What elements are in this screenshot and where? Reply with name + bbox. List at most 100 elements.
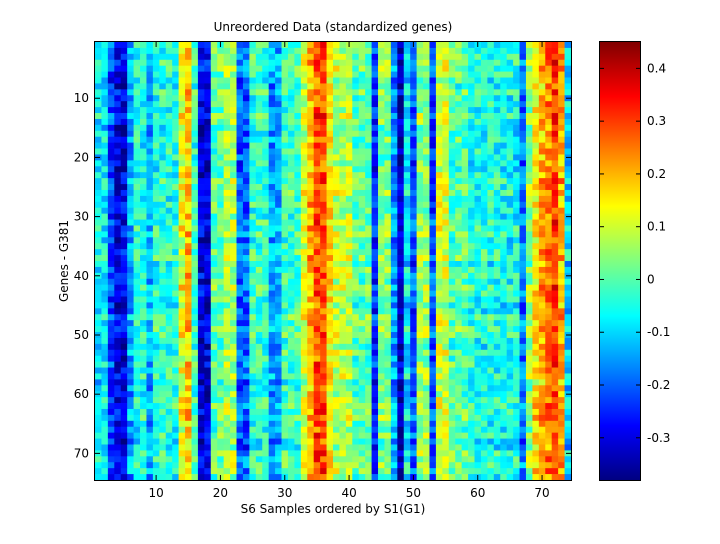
heat-cell	[275, 237, 282, 244]
heat-cell	[307, 184, 315, 191]
heat-cell	[384, 148, 392, 155]
heat-cell	[191, 420, 199, 428]
heat-cell	[249, 361, 257, 368]
heat-cell	[416, 391, 424, 398]
heat-cell	[236, 278, 244, 286]
heat-cell	[371, 320, 379, 327]
heat-cell	[468, 408, 475, 416]
heat-cell	[191, 219, 199, 226]
heat-cell	[294, 71, 302, 78]
heat-cell	[493, 397, 501, 404]
heat-cell	[551, 426, 559, 433]
heat-cell	[506, 124, 514, 132]
heat-cell	[397, 107, 405, 114]
heat-cell	[378, 343, 385, 351]
heat-cell	[532, 189, 540, 197]
heat-cell	[255, 432, 263, 439]
heat-cell	[95, 349, 102, 357]
heat-cell	[371, 361, 379, 368]
heat-cell	[307, 349, 315, 357]
heat-cell	[249, 326, 257, 333]
heat-cell	[255, 408, 263, 416]
heat-cell	[230, 320, 237, 327]
heat-cell	[146, 243, 154, 250]
heat-cell	[146, 272, 154, 280]
heat-cell	[558, 95, 565, 102]
heat-cell	[217, 142, 224, 149]
heat-cell	[275, 379, 282, 386]
heat-cell	[236, 189, 244, 197]
heat-cell	[371, 213, 379, 220]
heat-cell	[416, 278, 424, 286]
heat-cell	[384, 266, 392, 274]
heat-cell	[519, 349, 527, 357]
heat-cell	[326, 136, 334, 143]
heat-cell	[140, 53, 147, 61]
heat-cell	[410, 189, 417, 197]
heat-cell	[358, 349, 366, 357]
heat-cell	[133, 178, 141, 185]
heat-cell	[545, 113, 553, 120]
heat-cell	[217, 272, 224, 280]
heat-cell	[448, 53, 456, 61]
heat-cell	[480, 332, 488, 339]
heat-cell	[365, 142, 372, 149]
heat-cell	[185, 426, 192, 433]
heat-cell	[165, 225, 173, 232]
heat-cell	[410, 195, 417, 203]
heat-cell	[217, 420, 224, 428]
heat-cell	[133, 426, 141, 433]
heat-cell	[397, 343, 405, 351]
heat-cell	[197, 379, 205, 386]
heat-cell	[101, 53, 109, 61]
heat-cell	[461, 65, 469, 72]
heat-cell	[410, 349, 417, 357]
heat-cell	[423, 118, 430, 126]
heat-cell	[197, 184, 205, 191]
heat-cell	[185, 326, 192, 333]
heat-cell	[107, 225, 115, 232]
heat-cell	[333, 272, 340, 280]
heat-cell	[423, 426, 430, 433]
heat-cell	[487, 308, 495, 315]
heat-cell	[262, 142, 270, 149]
heat-cell	[101, 361, 109, 368]
heat-cell	[172, 136, 179, 143]
heat-cell	[300, 272, 308, 280]
heat-cell	[352, 101, 360, 108]
heat-cell	[146, 160, 154, 167]
heat-cell	[249, 302, 257, 309]
heat-cell	[242, 172, 250, 179]
heat-cell	[197, 414, 205, 422]
heat-cell	[281, 290, 289, 297]
heat-cell	[159, 296, 167, 303]
heat-cell	[165, 237, 173, 244]
heat-cell	[255, 272, 263, 280]
heat-cell	[204, 420, 212, 428]
heat-cell	[300, 231, 308, 238]
heat-cell	[487, 261, 495, 268]
heat-cell	[558, 290, 565, 297]
heat-cell	[519, 397, 527, 404]
heat-cell	[468, 172, 475, 179]
heat-cell	[455, 59, 462, 67]
heat-cell	[146, 219, 154, 226]
heat-cell	[320, 414, 327, 422]
heat-cell	[513, 385, 520, 392]
heat-cell	[390, 83, 398, 90]
heat-cell	[506, 391, 514, 398]
heat-cell	[146, 355, 154, 362]
heat-cell	[384, 118, 392, 126]
heat-cell	[172, 166, 179, 173]
heat-cell	[390, 166, 398, 173]
heat-cell	[140, 290, 147, 297]
heat-cell	[275, 142, 282, 149]
heat-cell	[146, 314, 154, 321]
heat-cell	[461, 343, 469, 351]
heat-cell	[532, 201, 540, 209]
heat-cell	[95, 355, 102, 362]
heat-cell	[210, 95, 218, 102]
heat-cell	[281, 314, 289, 321]
heat-cell	[242, 160, 250, 167]
heat-cell	[159, 355, 167, 362]
